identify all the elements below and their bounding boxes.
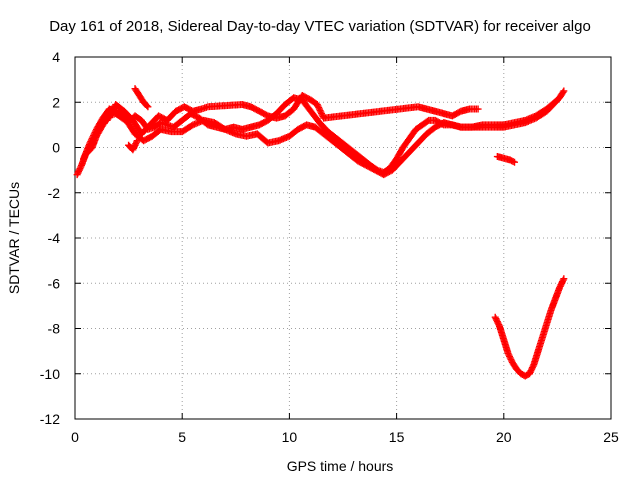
data-points [73, 85, 568, 380]
y-tick-label: -4 [48, 230, 61, 246]
data-point [511, 158, 519, 166]
y-tick-label: -2 [48, 185, 61, 201]
x-tick-label: 5 [178, 429, 186, 445]
x-tick-label: 10 [282, 429, 298, 445]
chart-title: Day 161 of 2018, Sidereal Day-to-day VTE… [49, 18, 591, 35]
data-point [143, 102, 151, 110]
y-tick-label: 4 [52, 49, 60, 65]
data-point [560, 275, 568, 283]
data-point [560, 87, 568, 95]
x-axis-label: GPS time / hours [287, 458, 394, 474]
data-point [559, 88, 567, 96]
y-tick-label: -12 [40, 411, 60, 427]
series-track-d [131, 85, 152, 111]
x-tick-label: 20 [496, 429, 512, 445]
data-point [553, 96, 561, 104]
x-tick-label: 25 [603, 429, 619, 445]
series-track-g [491, 275, 568, 380]
data-point [552, 97, 560, 105]
axis-ticks [74, 56, 612, 420]
x-tick-label: 15 [389, 429, 405, 445]
y-tick-label: -8 [48, 321, 61, 337]
series-track-f [493, 153, 519, 166]
y-tick-label: -6 [48, 275, 61, 291]
y-tick-label: 2 [52, 94, 60, 110]
data-point [559, 276, 567, 284]
data-point [474, 105, 482, 113]
data-point [144, 103, 152, 111]
series-track-b [80, 96, 561, 179]
series-track-e [125, 137, 141, 154]
y-tick-label: -10 [40, 366, 60, 382]
data-point [132, 138, 140, 146]
y-tick-label: 0 [52, 140, 60, 156]
data-point [133, 137, 141, 145]
data-point [509, 157, 517, 165]
x-tick-label: 0 [71, 429, 79, 445]
y-axis-label: SDTVAR / TECUs [6, 182, 22, 294]
series-track-c [103, 91, 482, 138]
